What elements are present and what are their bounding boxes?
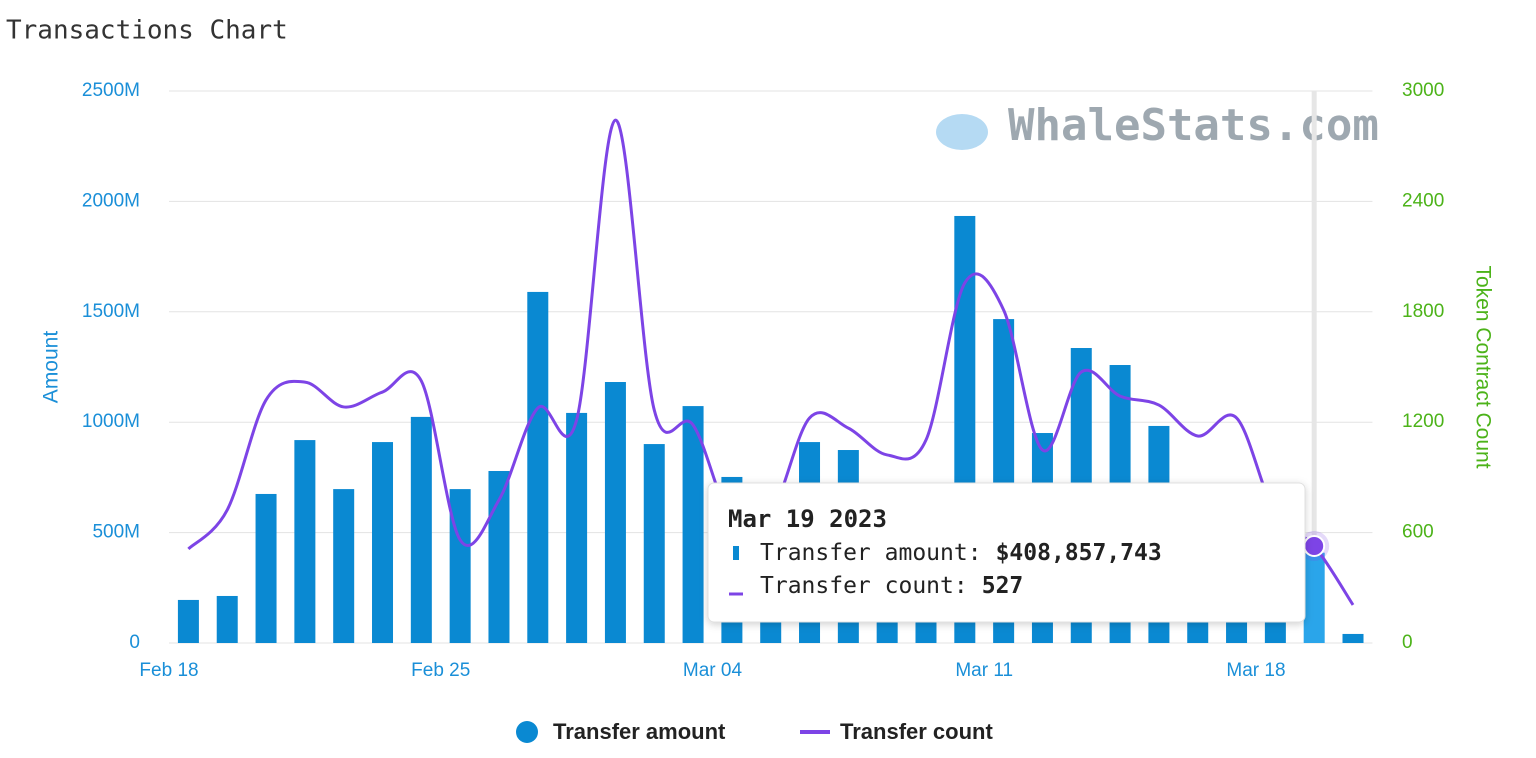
bar bbox=[216, 595, 238, 643]
tooltip-row: Transfer count: 527 bbox=[760, 573, 1023, 599]
bar bbox=[294, 440, 316, 643]
bar bbox=[372, 442, 394, 643]
bar bbox=[333, 489, 355, 643]
y2-tick-label: 1200 bbox=[1402, 411, 1444, 432]
y-tick-label: 1000M bbox=[82, 411, 140, 432]
bar bbox=[488, 470, 510, 643]
tooltip-value: $408,857,743 bbox=[996, 540, 1162, 566]
y2-tick-label: 3000 bbox=[1402, 80, 1444, 101]
legend-label: Transfer count bbox=[840, 719, 993, 744]
watermark: WhaleStats.com bbox=[936, 100, 1379, 151]
bar bbox=[527, 291, 549, 643]
chart-title: Transactions Chart bbox=[6, 16, 288, 46]
y-tick-label: 500M bbox=[92, 522, 140, 543]
x-tick-label: Mar 04 bbox=[683, 660, 743, 681]
tooltip-label: Transfer amount: bbox=[760, 540, 982, 566]
bar bbox=[177, 599, 199, 643]
bar bbox=[682, 406, 704, 643]
legend-label: Transfer amount bbox=[553, 719, 726, 744]
y-tick-label: 0 bbox=[129, 632, 140, 653]
tooltip-title: Mar 19 2023 bbox=[728, 505, 887, 533]
bar bbox=[449, 489, 471, 643]
legend-marker bbox=[516, 721, 538, 743]
tooltip-value: 527 bbox=[982, 573, 1024, 599]
x-tick-label: Mar 11 bbox=[955, 660, 1013, 681]
watermark-text: WhaleStats.com bbox=[1008, 100, 1379, 151]
tooltip-row: Transfer amount: $408,857,743 bbox=[760, 540, 1162, 566]
bar bbox=[1342, 633, 1364, 643]
bar bbox=[410, 416, 432, 643]
bar bbox=[1303, 552, 1325, 643]
tooltip-box bbox=[707, 482, 1306, 623]
y-tick-label: 2500M bbox=[82, 80, 140, 101]
y2-tick-label: 600 bbox=[1402, 522, 1434, 543]
watermark-icon bbox=[936, 114, 988, 150]
y2-tick-label: 0 bbox=[1402, 632, 1413, 653]
y2-tick-label: 1800 bbox=[1402, 301, 1444, 322]
y-axis-title: Amount bbox=[40, 331, 63, 404]
bar bbox=[255, 493, 277, 643]
bar bbox=[643, 444, 665, 643]
x-tick-label: Mar 18 bbox=[1226, 660, 1285, 681]
x-tick-label: Feb 18 bbox=[139, 660, 198, 681]
y-tick-label: 2000M bbox=[82, 190, 140, 211]
highlight-point bbox=[1303, 535, 1326, 558]
tooltip-label: Transfer count: bbox=[760, 573, 968, 599]
bar bbox=[566, 412, 588, 643]
y-tick-label: 1500M bbox=[82, 301, 140, 322]
bar bbox=[604, 382, 626, 643]
tooltip-marker bbox=[733, 546, 739, 560]
y2-axis-title: Token Contract Count bbox=[1471, 265, 1494, 468]
x-tick-label: Feb 25 bbox=[411, 660, 470, 681]
y2-tick-label: 2400 bbox=[1402, 190, 1444, 211]
